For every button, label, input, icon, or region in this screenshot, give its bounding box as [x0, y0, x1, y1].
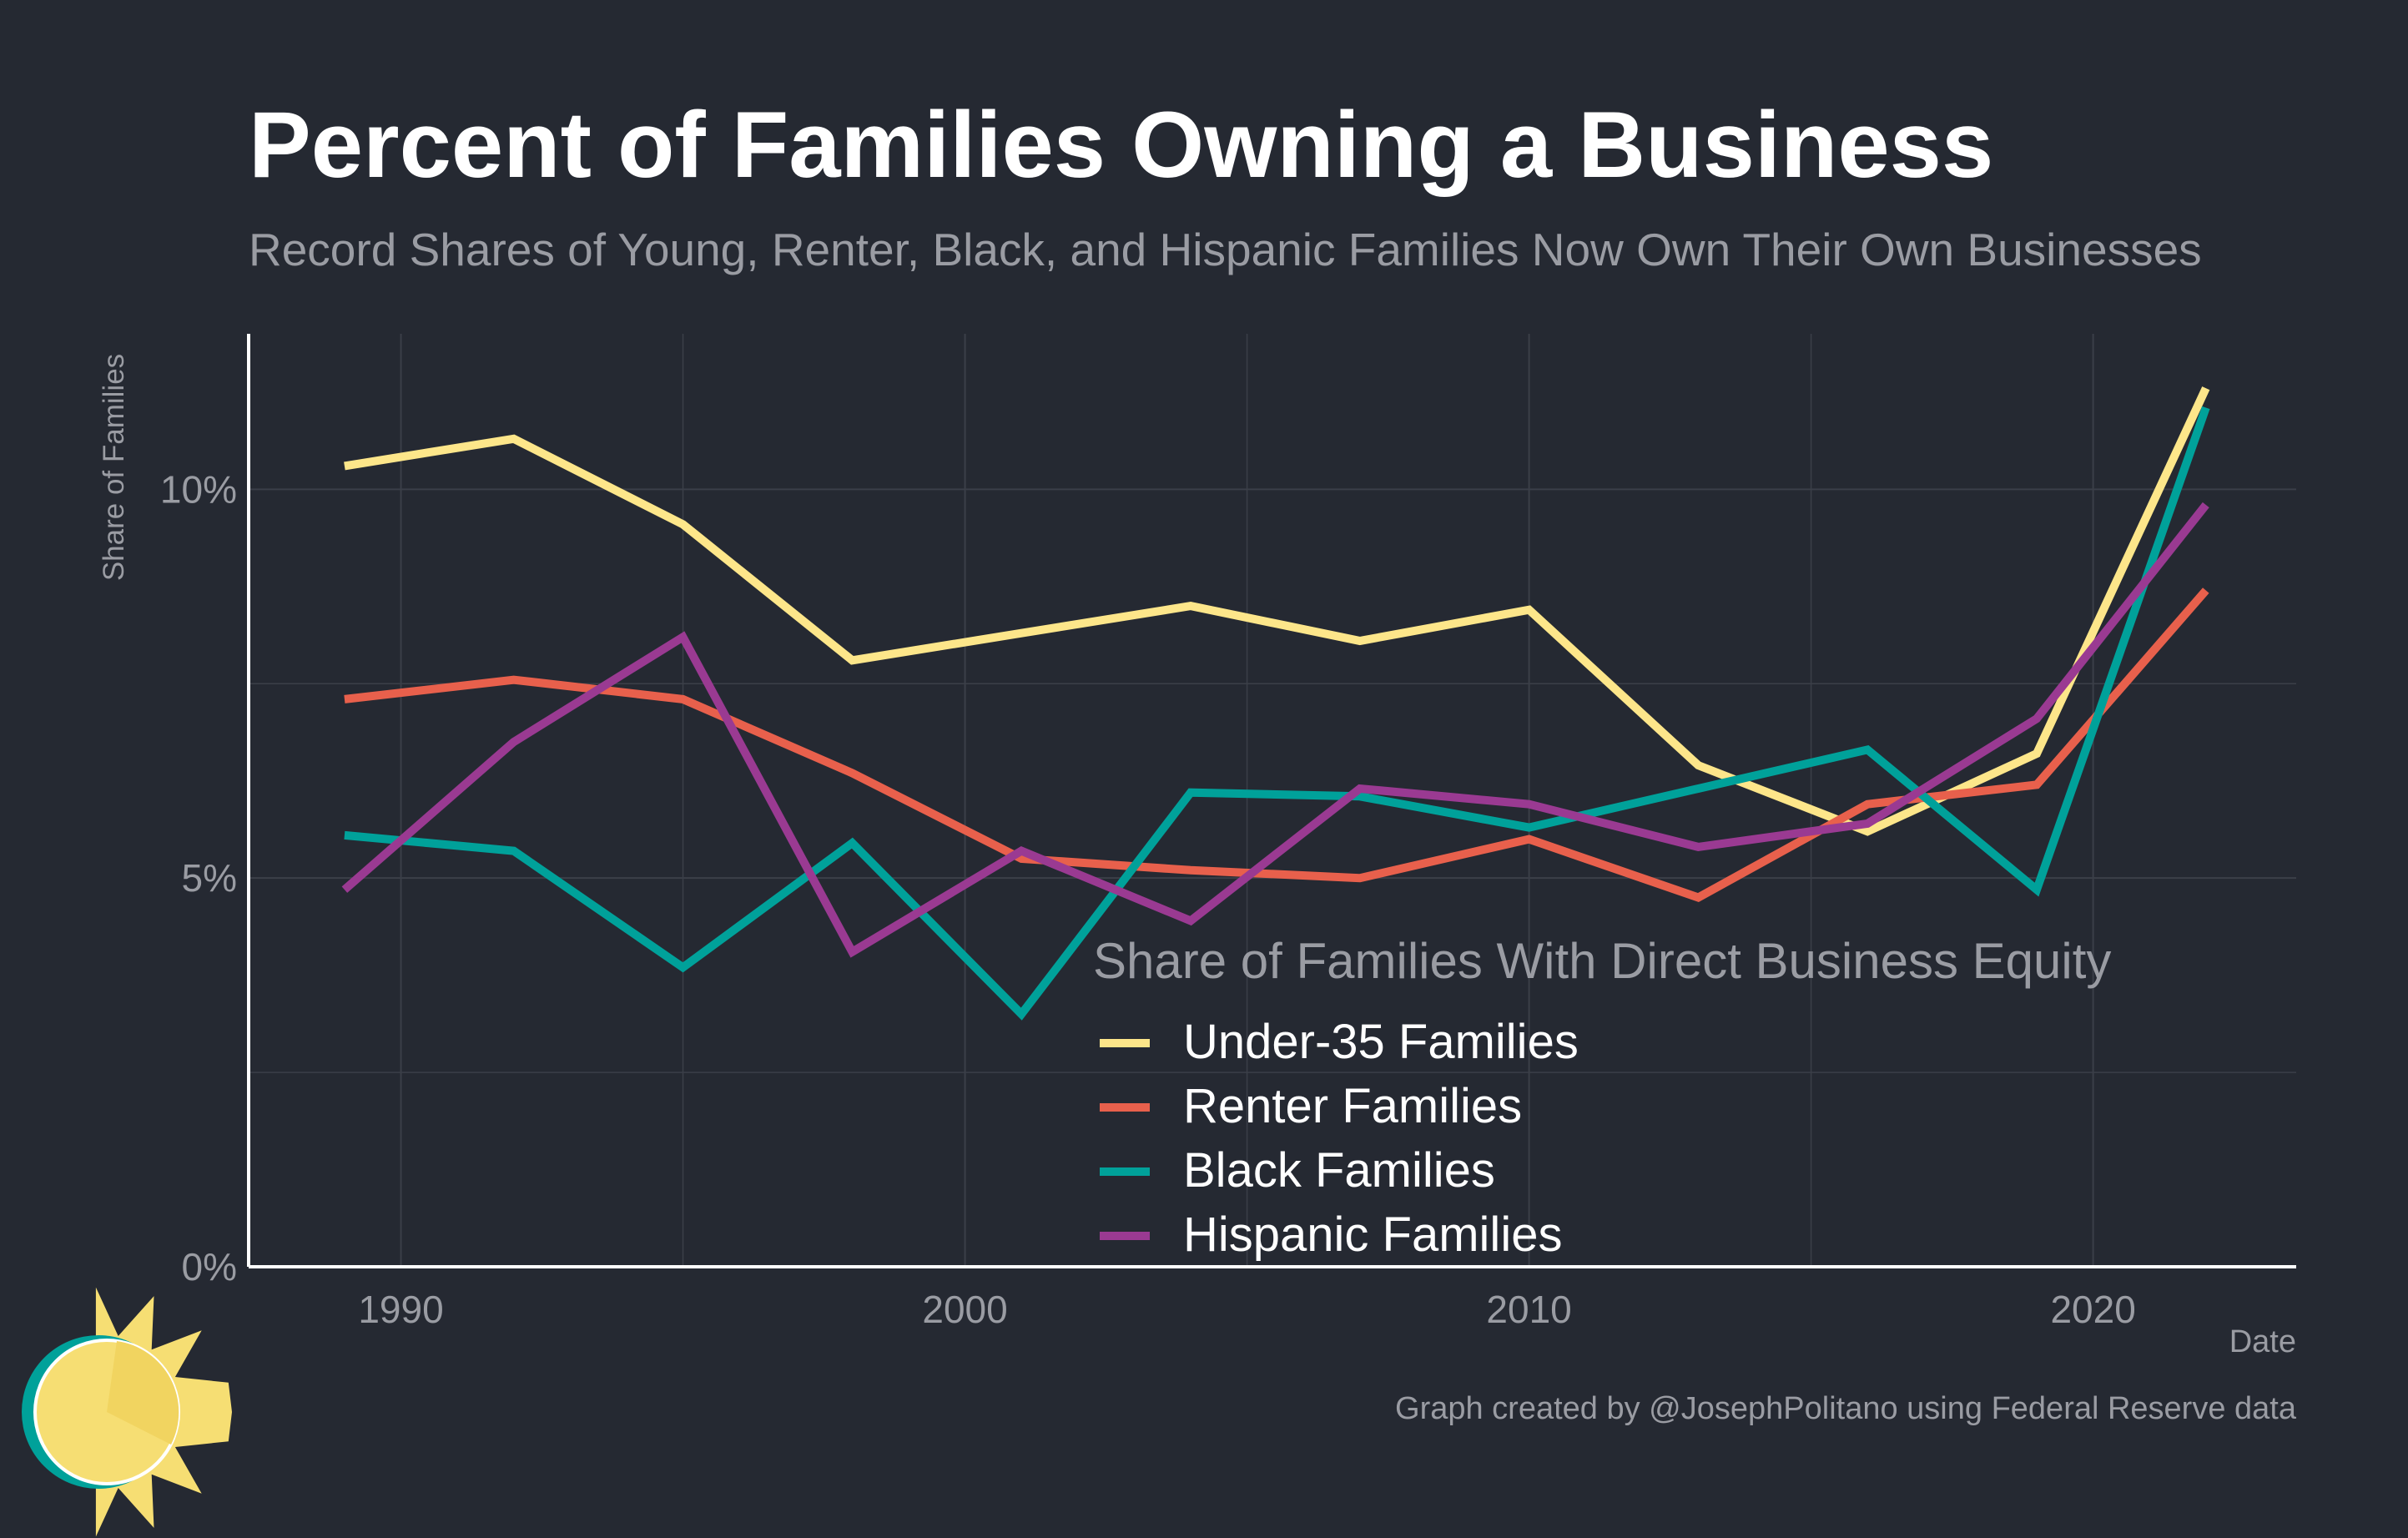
credit-text: Graph created by @JosephPolitano using F…	[1395, 1391, 2297, 1426]
y-tick-label: 10%	[160, 467, 237, 511]
x-tick-label: 2020	[2050, 1288, 2135, 1331]
legend: Share of Families With Direct Business E…	[1093, 933, 2111, 1262]
legend-label: Under-35 Families	[1183, 1015, 1579, 1069]
legend-items: Under-35 Families Renter Families Black Fa…	[1100, 1015, 1579, 1262]
sun-shade-icon	[107, 1341, 179, 1445]
x-tick-label: 1990	[358, 1288, 443, 1331]
legend-label: Hispanic Families	[1183, 1208, 1562, 1262]
x-tick-label: 2000	[922, 1288, 1007, 1331]
chart-subtitle: Record Shares of Young, Renter, Black, a…	[249, 224, 2202, 275]
y-tick-label: 5%	[182, 856, 237, 900]
y-axis-label: Share of Families	[98, 354, 130, 581]
legend-label: Black Families	[1183, 1143, 1495, 1198]
series-lines	[341, 386, 2210, 1021]
chart-title: Percent of Families Owning a Business	[249, 93, 1993, 197]
series-line	[344, 406, 2210, 1021]
sun-logo-icon	[22, 1287, 233, 1537]
legend-title: Share of Families With Direct Business E…	[1093, 933, 2111, 989]
series-line	[344, 587, 2209, 902]
legend-label: Renter Families	[1183, 1079, 1522, 1133]
series-line	[341, 502, 2209, 958]
series-line	[344, 386, 2210, 836]
axes	[247, 334, 2296, 1268]
x-tick-label: 2010	[1486, 1288, 1571, 1331]
tick-labels: 1990 2000 2010 2020 0% 5% 10%	[160, 467, 2136, 1331]
y-tick-label: 0%	[182, 1245, 237, 1288]
x-axis-label: Date	[2229, 1324, 2296, 1359]
